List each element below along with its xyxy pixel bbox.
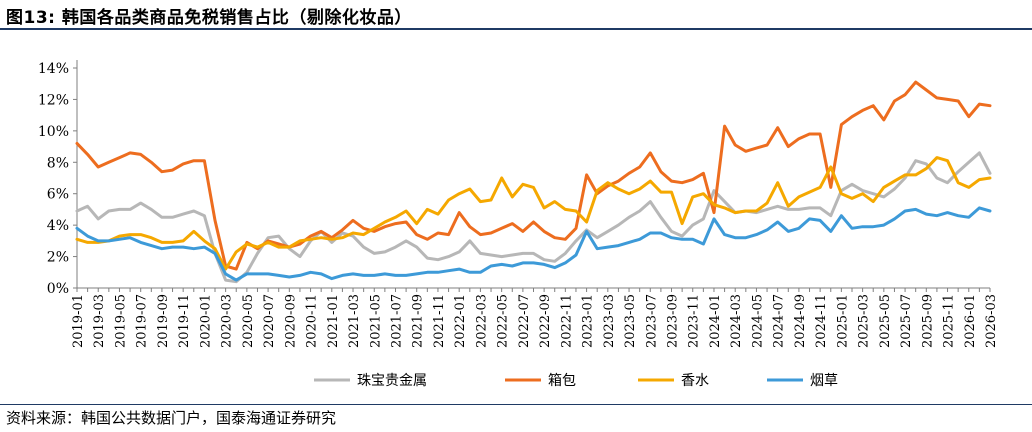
x-tick-label: 2019-01 xyxy=(71,294,86,348)
x-tick-label: 2023-03 xyxy=(602,294,617,348)
x-tick-label: 2022-05 xyxy=(496,294,511,348)
x-tick-label: 2026-03 xyxy=(984,294,999,348)
y-tick-label: 14% xyxy=(38,61,69,77)
y-tick-label: 10% xyxy=(38,124,69,140)
x-tick-label: 2020-01 xyxy=(198,294,213,348)
source-note: 资料来源：韩国公共数据门户，国泰海通证券研究 xyxy=(6,409,337,427)
x-tick-label: 2024-03 xyxy=(729,294,744,348)
x-tick-label: 2021-01 xyxy=(326,294,341,348)
y-tick-label: 6% xyxy=(47,187,69,203)
x-tick-label: 2024-07 xyxy=(772,294,787,348)
x-tick-label: 2019-03 xyxy=(92,294,107,348)
x-tick-label: 2020-09 xyxy=(283,294,298,348)
figure-title: 图13: 韩国各品类商品免税销售占比（剔除化妆品） xyxy=(6,8,412,28)
legend-label-2: 香水 xyxy=(681,373,709,389)
x-tick-label: 2023-11 xyxy=(687,294,702,348)
x-tick-label: 2019-11 xyxy=(177,294,192,348)
x-tick-label: 2021-09 xyxy=(411,294,426,348)
x-tick-label: 2025-11 xyxy=(942,294,957,348)
y-tick-label: 0% xyxy=(47,281,69,297)
x-tick-label: 2024-09 xyxy=(793,294,808,348)
y-axis: 0% 2% 4% 6% 8% 10% 12% 14% xyxy=(38,60,78,297)
series-line-0 xyxy=(75,151,992,284)
x-tick-label: 2025-05 xyxy=(878,294,893,348)
x-tick-label: 2024-05 xyxy=(750,294,765,348)
series-line-2 xyxy=(75,156,992,271)
x-tick-label: 2022-11 xyxy=(559,294,574,348)
series-line-1 xyxy=(75,80,992,271)
x-tick-label: 2022-01 xyxy=(453,294,468,348)
x-tick-label: 2020-03 xyxy=(220,294,235,348)
x-tick-label: 2025-09 xyxy=(920,294,935,348)
x-tick-label: 2020-11 xyxy=(305,294,320,348)
x-tick-label: 2019-05 xyxy=(113,294,128,348)
x-tick-label: 2024-11 xyxy=(814,294,829,348)
legend-label-1: 箱包 xyxy=(548,373,576,389)
x-tick-label: 2022-03 xyxy=(474,294,489,348)
x-tick-label: 2021-07 xyxy=(389,294,404,348)
x-tick-label: 2025-03 xyxy=(857,294,872,348)
legend-label-3: 烟草 xyxy=(810,373,838,389)
x-tick-label: 2021-05 xyxy=(368,294,383,348)
x-tick-label: 2019-09 xyxy=(156,294,171,348)
x-tick-label: 2023-05 xyxy=(623,294,638,348)
source-divider xyxy=(0,404,1032,405)
legend: 珠宝贵金属 箱包 香水 烟草 xyxy=(314,373,838,389)
title-divider xyxy=(0,28,1032,30)
x-axis: 2019-01 2019-03 2019-05 2019-07 2019-09 2019-… xyxy=(71,287,999,348)
x-tick-label: 2023-09 xyxy=(666,294,681,348)
x-tick-label: 2020-07 xyxy=(262,294,277,348)
series-line-3 xyxy=(75,206,992,282)
x-tick-label: 2022-07 xyxy=(517,294,532,348)
y-tick-label: 12% xyxy=(38,92,69,108)
x-tick-label: 2021-11 xyxy=(432,294,447,348)
x-tick-label: 2024-01 xyxy=(708,294,723,348)
x-tick-label: 2023-07 xyxy=(644,294,659,348)
y-tick-label: 8% xyxy=(47,155,69,171)
y-tick-label: 2% xyxy=(47,250,69,266)
x-tick-label: 2026-01 xyxy=(963,294,978,348)
x-tick-label: 2020-05 xyxy=(241,294,256,348)
x-tick-label: 2025-07 xyxy=(899,294,914,348)
legend-label-0: 珠宝贵金属 xyxy=(357,373,427,389)
x-tick-label: 2025-01 xyxy=(835,294,850,348)
y-tick-label: 4% xyxy=(47,218,69,234)
x-tick-label: 2019-07 xyxy=(135,294,150,348)
x-tick-label: 2022-09 xyxy=(538,294,553,348)
x-tick-label: 2021-03 xyxy=(347,294,362,348)
series-layer xyxy=(75,80,992,284)
line-chart: 0%2%4%6%8%10%12%14% 2019-01 2019-03 2019-0… xyxy=(38,60,999,389)
x-tick-label: 2023-01 xyxy=(581,294,596,348)
